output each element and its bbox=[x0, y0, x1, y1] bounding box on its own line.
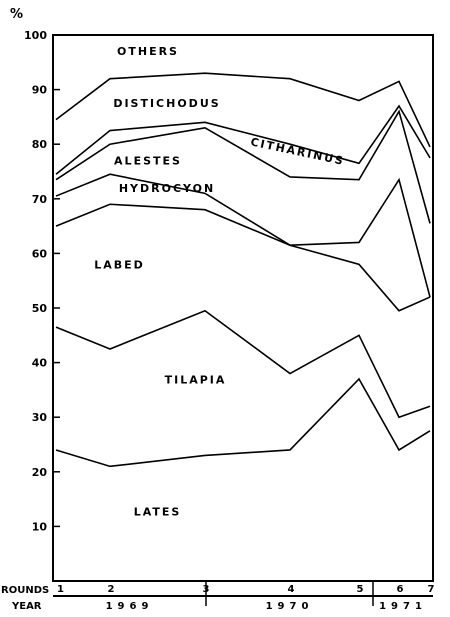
y-tick-label: 70 bbox=[32, 193, 48, 206]
round-label-5: 5 bbox=[357, 584, 364, 595]
round-label-4: 4 bbox=[288, 584, 295, 595]
boundary-line-distichodus-top bbox=[55, 72, 431, 148]
band-label-lates: LATES bbox=[134, 505, 182, 518]
rounds-row-label: ROUNDS bbox=[1, 585, 49, 596]
boundary-line-citharinus-top bbox=[55, 104, 431, 175]
round-label-7: 7 bbox=[428, 584, 435, 595]
round-label-1: 1 bbox=[57, 584, 64, 595]
band-label-alestes: ALESTES bbox=[114, 154, 182, 167]
plot-frame bbox=[52, 34, 434, 582]
band-labels: LATES TILAPIA LABED HYDROCYON ALESTES CITHARI… bbox=[94, 45, 346, 518]
y-axis: 10 20 30 40 50 60 70 80 90 100 bbox=[24, 29, 60, 533]
band-label-labed: LABED bbox=[94, 259, 145, 272]
y-tick-label: 10 bbox=[32, 520, 48, 533]
y-unit-label: % bbox=[10, 7, 23, 22]
round-label-2: 2 bbox=[108, 584, 115, 595]
year-row-label: YEAR bbox=[11, 601, 42, 612]
boundary-line-tilapia-top bbox=[55, 309, 431, 419]
series-lines bbox=[55, 72, 431, 468]
y-tick-label: 20 bbox=[32, 466, 48, 479]
y-tick-label: 90 bbox=[32, 84, 48, 97]
boundary-line-hydrocyon-top bbox=[55, 173, 431, 298]
round-label-6: 6 bbox=[397, 584, 404, 595]
year-label-1971: 1971 bbox=[379, 601, 427, 612]
band-label-others: OTHERS bbox=[117, 45, 179, 58]
band-label-distichodus: DISTICHODUS bbox=[113, 97, 220, 110]
boundary-line-alestes-top bbox=[55, 109, 431, 224]
band-label-citharinus: CITHARINUS bbox=[249, 135, 346, 168]
band-label-tilapia: TILAPIA bbox=[165, 373, 227, 386]
y-tick-label: 80 bbox=[32, 138, 48, 151]
year-label-1970: 1970 bbox=[266, 601, 314, 612]
year-labels: 1969 1970 1971 bbox=[106, 581, 427, 612]
year-label-1969: 1969 bbox=[106, 601, 154, 612]
boundary-line-lates-top bbox=[55, 377, 431, 468]
y-tick-label: 60 bbox=[32, 247, 48, 260]
y-tick-label: 100 bbox=[24, 29, 47, 42]
y-tick-label: 30 bbox=[32, 411, 48, 424]
y-tick-label: 50 bbox=[32, 302, 48, 315]
y-tick-label: 40 bbox=[32, 357, 48, 370]
band-label-hydrocyon: HYDROCYON bbox=[119, 182, 215, 195]
round-ticks: 1234567 bbox=[57, 584, 435, 595]
